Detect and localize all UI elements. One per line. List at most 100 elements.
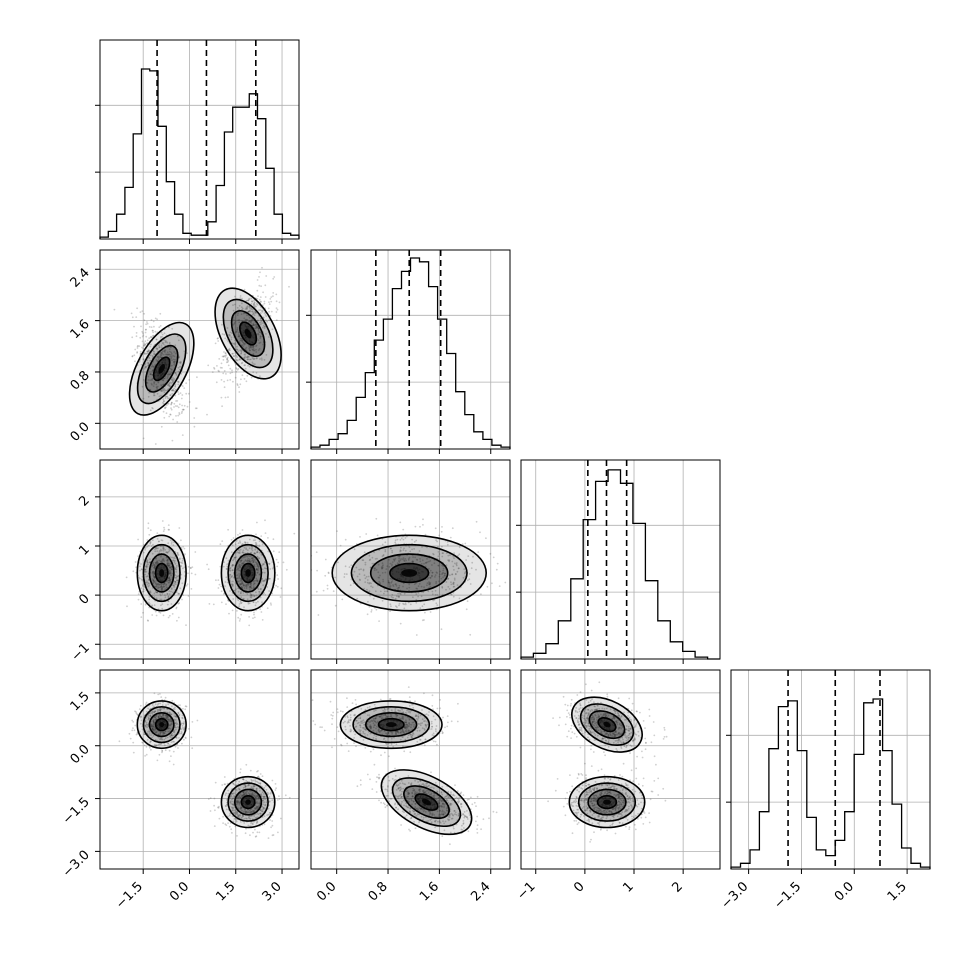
sample-point: [160, 738, 163, 741]
sample-point: [251, 349, 254, 351]
sample-point: [166, 384, 169, 387]
sample-point: [174, 745, 177, 748]
sample-point: [236, 812, 239, 815]
sample-point: [255, 562, 258, 564]
sample-point: [170, 588, 173, 590]
sample-point: [188, 401, 191, 403]
sample-point: [441, 730, 443, 733]
sample-point: [167, 558, 170, 560]
sample-point: [261, 568, 264, 571]
sample-point: [145, 323, 148, 326]
sample-point: [232, 598, 235, 600]
sample-point: [263, 592, 265, 594]
sample-point: [247, 784, 250, 786]
sample-point: [147, 731, 149, 733]
sample-point: [379, 582, 381, 584]
sample-point: [249, 585, 252, 588]
sample-point: [174, 385, 177, 388]
sample-point: [249, 586, 252, 588]
sample-point: [153, 705, 155, 708]
sample-point: [268, 812, 271, 814]
sample-point: [349, 584, 352, 587]
sample-point: [144, 755, 147, 757]
sample-point: [405, 731, 408, 733]
sample-point: [265, 333, 267, 335]
sample-point: [431, 694, 434, 697]
sample-point: [188, 379, 191, 381]
sample-point: [268, 801, 271, 803]
sample-point: [240, 806, 243, 808]
sample-point: [245, 817, 247, 820]
sample-point: [164, 730, 167, 733]
sample-point: [243, 378, 246, 380]
sample-point: [495, 568, 498, 571]
sample-point: [253, 301, 256, 304]
sample-point: [249, 346, 252, 349]
sample-point: [152, 571, 155, 574]
sample-point: [428, 711, 430, 713]
sample-point: [243, 793, 246, 795]
sample-point: [269, 812, 272, 814]
sample-point: [260, 320, 262, 322]
sample-point: [139, 704, 142, 707]
sample-point: [183, 566, 186, 569]
sample-point: [250, 551, 253, 554]
sample-point: [163, 377, 166, 380]
sample-point: [448, 559, 451, 562]
sample-point: [240, 817, 243, 819]
sample-point: [171, 388, 174, 391]
sample-point: [246, 308, 248, 310]
sample-point: [452, 583, 455, 586]
sample-point: [257, 775, 260, 778]
sample-point: [141, 335, 144, 338]
sample-point: [156, 532, 159, 534]
sample-point: [228, 814, 231, 817]
sample-point: [250, 319, 253, 322]
sample-point: [236, 327, 239, 329]
sample-point: [416, 729, 419, 732]
sample-point: [228, 333, 231, 336]
sample-point: [246, 356, 249, 359]
sample-point: [383, 713, 386, 716]
sample-point: [380, 729, 383, 732]
sample-point: [159, 356, 162, 359]
sample-point: [146, 560, 149, 562]
sample-point: [256, 770, 258, 773]
sample-point: [259, 341, 262, 344]
contour-level-1: [227, 543, 269, 603]
sample-point: [169, 744, 171, 746]
sample-point: [159, 732, 162, 735]
sample-point: [225, 603, 227, 605]
sample-point: [414, 715, 417, 718]
sample-point: [243, 343, 246, 345]
sample-point: [169, 719, 172, 722]
sample-point: [259, 312, 262, 314]
sample-point: [252, 561, 255, 564]
sample-point: [130, 312, 133, 315]
sample-point: [134, 561, 137, 563]
sample-point: [224, 823, 227, 825]
sample-point: [238, 788, 241, 791]
sample-point: [278, 551, 281, 553]
sample-point: [147, 362, 150, 365]
sample-point: [268, 303, 271, 305]
sample-point: [169, 579, 172, 581]
sample-point: [262, 322, 264, 325]
sample-point: [235, 359, 238, 362]
sample-point: [154, 582, 157, 584]
sample-point: [251, 793, 254, 795]
sample-point: [180, 723, 183, 726]
sample-point: [141, 728, 144, 731]
sample-point: [389, 547, 392, 550]
sample-point: [177, 406, 180, 409]
sample-point: [225, 576, 228, 579]
sample-point: [166, 353, 168, 356]
sample-point: [217, 587, 220, 589]
sample-point: [174, 581, 177, 584]
sample-point: [168, 373, 171, 376]
sample-point: [156, 550, 159, 552]
sample-point: [435, 571, 438, 574]
sample-point: [175, 415, 177, 417]
sample-point: [159, 709, 162, 712]
contour-level-0: [220, 534, 276, 612]
